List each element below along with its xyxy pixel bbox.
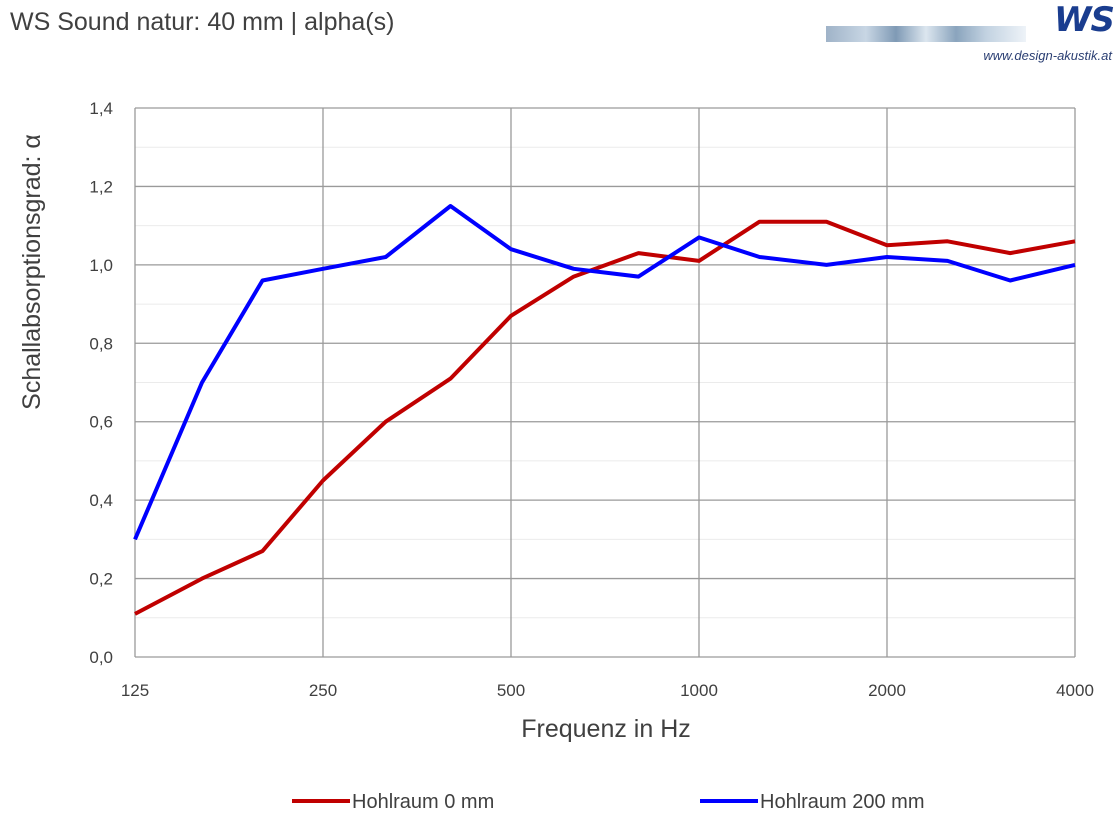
logo-url: www.design-akustik.at	[983, 48, 1112, 63]
x-tick-label: 125	[121, 681, 149, 700]
legend: Hohlraum 0 mm Hohlraum 200 mm	[292, 791, 925, 813]
x-tick-label: 1000	[680, 681, 718, 700]
y-tick-label: 0,6	[89, 413, 113, 432]
page-title: WS Sound natur: 40 mm | alpha(s)	[10, 8, 395, 36]
y-tick-label: 0,2	[89, 570, 113, 589]
company-logo: WS www.design-akustik.at	[826, 0, 1116, 64]
y-axis-ticks: 0,0 0,2 0,4 0,6 0,8 1,0 1,2 1,4	[89, 99, 113, 667]
x-tick-label: 2000	[868, 681, 906, 700]
legend-label-1: Hohlraum 0 mm	[352, 791, 494, 813]
y-tick-label: 0,4	[89, 491, 113, 510]
y-tick-label: 1,2	[89, 177, 113, 196]
y-tick-label: 1,0	[89, 256, 113, 275]
logo-mark: WS	[1054, 0, 1115, 40]
legend-label-2: Hohlraum 200 mm	[760, 791, 925, 813]
y-tick-label: 1,4	[89, 99, 113, 118]
y-tick-label: 0,0	[89, 648, 113, 667]
logo-banner	[826, 26, 1026, 42]
x-axis-title: Frequenz in Hz	[521, 715, 691, 743]
y-tick-label: 0,8	[89, 334, 113, 353]
y-axis-title: Schallabsorptionsgrad: α	[18, 134, 46, 410]
x-tick-label: 250	[309, 681, 337, 700]
series-layer	[133, 204, 1076, 616]
series-line-1	[134, 219, 1076, 616]
x-axis-ticks: 125 250 500 1000 2000 4000	[121, 681, 1094, 700]
x-tick-label: 500	[497, 681, 525, 700]
minor-gridlines	[135, 146, 1075, 619]
x-tick-label: 4000	[1056, 681, 1094, 700]
series-line-2	[133, 204, 1076, 541]
